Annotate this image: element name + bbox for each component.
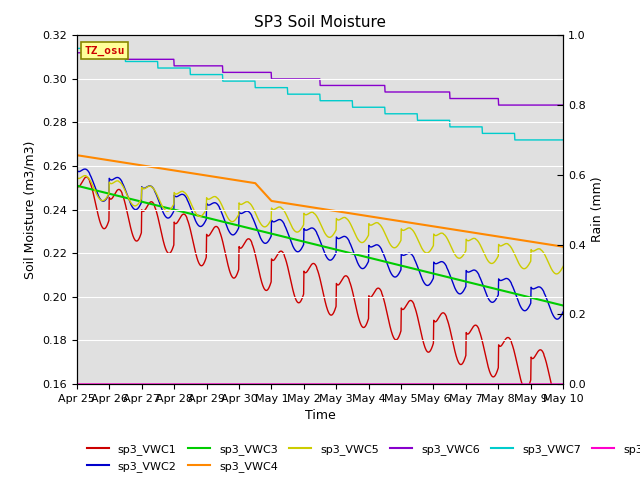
sp3_VWC7 (289, 91, 297, 97)
sp3_VWC2 (350, 250, 358, 256)
sp3_VWC5 (280, 207, 287, 213)
sp3_VWC3 (279, 234, 287, 240)
sp3_VWC2 (81, 166, 89, 172)
sp3_VWC5 (131, 203, 138, 209)
sp3_VWC3 (298, 238, 306, 244)
sp3_Rain (73, 381, 81, 387)
Line: sp3_VWC1: sp3_VWC1 (77, 177, 563, 402)
sp3_VWC2 (111, 176, 118, 181)
sp3_VWC6 (111, 50, 118, 56)
sp3_Rain (279, 381, 287, 387)
Legend: sp3_VWC1, sp3_VWC2, sp3_VWC3, sp3_VWC4, sp3_VWC5, sp3_VWC6, sp3_VWC7, sp3_Rain: sp3_VWC1, sp3_VWC2, sp3_VWC3, sp3_VWC4, … (83, 440, 640, 476)
Y-axis label: Soil Moisture (m3/m3): Soil Moisture (m3/m3) (24, 141, 36, 279)
sp3_VWC4 (298, 203, 306, 209)
sp3_VWC5 (552, 271, 560, 277)
sp3_VWC1 (554, 399, 562, 405)
Line: sp3_VWC2: sp3_VWC2 (77, 169, 563, 319)
sp3_VWC5 (111, 179, 118, 185)
sp3_VWC4 (73, 152, 81, 158)
sp3_VWC5 (81, 173, 89, 179)
sp3_VWC1 (559, 389, 567, 395)
sp3_VWC1 (131, 237, 138, 242)
sp3_Rain (289, 381, 297, 387)
sp3_Rain (298, 381, 306, 387)
sp3_VWC2 (280, 220, 287, 226)
sp3_Rain (349, 381, 357, 387)
sp3_VWC5 (559, 264, 567, 269)
Line: sp3_VWC7: sp3_VWC7 (77, 48, 563, 140)
sp3_VWC7 (511, 137, 518, 143)
sp3_VWC3 (131, 197, 138, 203)
Line: sp3_VWC3: sp3_VWC3 (77, 186, 563, 306)
sp3_VWC1 (290, 289, 298, 295)
sp3_VWC7 (349, 104, 357, 110)
sp3_VWC1 (298, 295, 306, 301)
sp3_VWC1 (280, 251, 287, 256)
sp3_VWC7 (73, 46, 81, 51)
sp3_VWC4 (279, 200, 287, 206)
Line: sp3_VWC4: sp3_VWC4 (77, 155, 563, 247)
sp3_VWC6 (298, 76, 306, 82)
sp3_VWC6 (495, 102, 502, 108)
sp3_VWC7 (559, 137, 567, 143)
sp3_VWC5 (290, 227, 298, 232)
sp3_VWC7 (298, 91, 306, 97)
sp3_VWC4 (131, 161, 138, 167)
sp3_VWC7 (111, 52, 118, 58)
sp3_VWC3 (73, 183, 81, 189)
sp3_VWC6 (289, 76, 297, 82)
sp3_VWC6 (73, 50, 81, 56)
sp3_VWC4 (289, 202, 297, 207)
sp3_VWC1 (73, 182, 81, 188)
sp3_VWC6 (279, 76, 287, 82)
Title: SP3 Soil Moisture: SP3 Soil Moisture (254, 15, 386, 30)
sp3_VWC7 (131, 59, 138, 64)
sp3_VWC5 (350, 228, 358, 234)
sp3_VWC2 (559, 309, 567, 314)
sp3_VWC4 (111, 158, 118, 164)
sp3_Rain (131, 381, 138, 387)
sp3_VWC5 (298, 224, 306, 230)
sp3_VWC1 (350, 295, 358, 300)
sp3_VWC2 (131, 206, 138, 212)
sp3_VWC3 (289, 236, 297, 242)
sp3_Rain (559, 381, 567, 387)
sp3_VWC2 (298, 244, 306, 250)
sp3_VWC6 (559, 102, 567, 108)
sp3_VWC3 (559, 303, 567, 309)
sp3_VWC5 (73, 174, 81, 180)
Line: sp3_VWC5: sp3_VWC5 (77, 176, 563, 274)
sp3_VWC4 (349, 211, 357, 217)
sp3_VWC2 (290, 245, 298, 251)
sp3_VWC3 (111, 192, 118, 198)
sp3_VWC6 (349, 83, 357, 88)
sp3_VWC2 (553, 316, 561, 322)
Line: sp3_VWC6: sp3_VWC6 (77, 53, 563, 105)
Y-axis label: Rain (mm): Rain (mm) (591, 177, 604, 242)
sp3_VWC1 (83, 174, 90, 180)
Text: TZ_osu: TZ_osu (84, 46, 125, 56)
sp3_VWC3 (349, 251, 357, 257)
sp3_VWC2 (73, 167, 81, 173)
sp3_VWC6 (131, 57, 138, 62)
sp3_Rain (111, 381, 118, 387)
sp3_VWC4 (559, 244, 567, 250)
sp3_VWC7 (279, 85, 287, 91)
X-axis label: Time: Time (305, 409, 335, 422)
sp3_VWC1 (111, 191, 118, 197)
